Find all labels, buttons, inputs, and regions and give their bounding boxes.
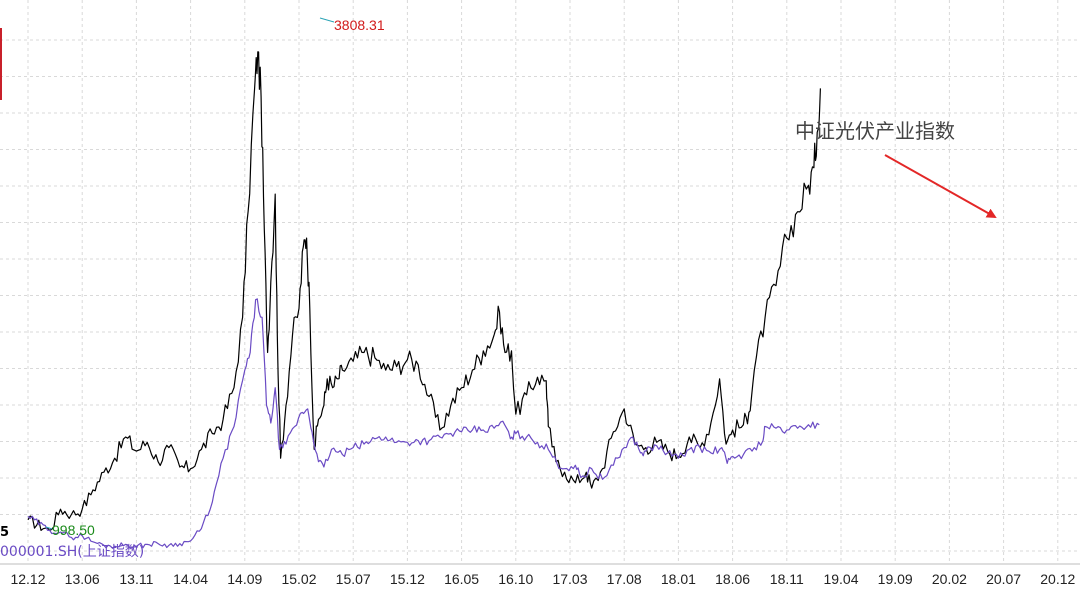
series-line-shanghai-composite bbox=[27, 298, 820, 549]
series2-label: 000001.SH(上证指数) bbox=[0, 544, 144, 560]
x-tick-label: 18.06 bbox=[715, 571, 750, 587]
x-tick-label: 17.03 bbox=[552, 571, 587, 587]
x-tick-label: 20.12 bbox=[1040, 571, 1075, 587]
x-tick-label: 16.05 bbox=[444, 571, 479, 587]
x-tick-label: 20.07 bbox=[986, 571, 1021, 587]
left-edge-mark: 5 bbox=[0, 525, 9, 540]
peak-leader-line bbox=[319, 17, 335, 23]
peak-value-label: 3808.31 bbox=[334, 17, 385, 33]
x-tick-label: 17.08 bbox=[607, 571, 642, 587]
x-tick-label: 18.11 bbox=[770, 571, 804, 587]
low-value-label: 998.50 bbox=[52, 522, 95, 538]
annotation-label: 中证光伏产业指数 bbox=[795, 119, 955, 143]
left-edge-marker bbox=[0, 28, 2, 100]
x-tick-label: 19.04 bbox=[823, 571, 858, 587]
x-tick-label: 19.09 bbox=[878, 571, 913, 587]
x-tick-label: 15.12 bbox=[390, 571, 425, 587]
x-tick-label: 14.09 bbox=[227, 571, 262, 587]
x-tick-label: 13.11 bbox=[119, 571, 153, 587]
annotation-arrow bbox=[884, 154, 997, 218]
x-tick-label: 16.10 bbox=[498, 571, 533, 587]
x-tick-label: 13.06 bbox=[65, 571, 100, 587]
x-tick-label: 15.07 bbox=[336, 571, 371, 587]
x-tick-label: 18.01 bbox=[661, 571, 696, 587]
x-axis-ticks: 12.12 13.06 13.11 14.04 14.09 15.02 15.07 15.12… bbox=[10, 571, 1075, 587]
x-tick-label: 12.12 bbox=[10, 571, 45, 587]
x-tick-label: 20.02 bbox=[932, 571, 967, 587]
low-leader-line bbox=[45, 526, 53, 530]
x-tick-label: 14.04 bbox=[173, 571, 208, 587]
x-tick-label: 15.02 bbox=[281, 571, 316, 587]
series-line-photovoltaic-index bbox=[27, 51, 821, 531]
grid-lines bbox=[0, 0, 1080, 564]
